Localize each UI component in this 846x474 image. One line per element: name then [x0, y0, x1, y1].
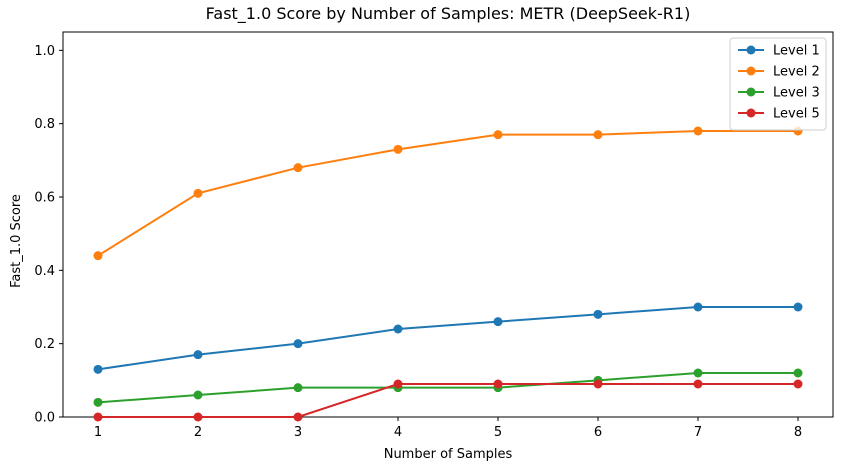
data-point	[493, 317, 503, 327]
legend-item: Level 3	[738, 86, 820, 101]
data-point	[293, 383, 303, 393]
data-point	[593, 130, 603, 140]
data-point	[293, 339, 303, 349]
data-point	[693, 379, 703, 389]
legend-item: Level 1	[738, 44, 820, 59]
legend-item: Level 2	[738, 65, 820, 80]
y-tick-label: 0.2	[34, 337, 55, 352]
data-point	[193, 188, 203, 198]
data-point	[393, 379, 403, 389]
x-axis-label: Number of Samples	[384, 447, 513, 462]
y-tick-label: 1.0	[34, 44, 55, 59]
data-point	[693, 126, 703, 136]
y-axis-label: Fast_1.0 Score	[9, 194, 24, 288]
data-point	[93, 397, 103, 407]
legend-label: Level 2	[773, 65, 820, 80]
x-tick-label: 7	[694, 425, 702, 440]
x-axis: 1 2 3 4 5 6 7 8	[94, 417, 802, 440]
data-point	[393, 324, 403, 334]
data-point	[593, 379, 603, 389]
legend-marker	[746, 45, 756, 55]
y-tick-label: 0.0	[34, 411, 55, 426]
legend-marker	[746, 108, 756, 118]
legend: Level 1 Level 2 Level 3 Level 5	[729, 37, 827, 131]
series-line	[97, 130, 798, 257]
x-tick-label: 8	[794, 425, 802, 440]
data-point	[693, 368, 703, 378]
legend-box	[729, 37, 827, 131]
x-tick-label: 6	[594, 425, 602, 440]
data-point	[493, 130, 503, 140]
series-level-5	[93, 379, 803, 422]
x-tick-label: 5	[494, 425, 502, 440]
data-point	[293, 163, 303, 173]
y-tick-label: 0.4	[34, 264, 55, 279]
legend-label: Level 3	[773, 86, 820, 101]
series-level-1	[93, 302, 803, 374]
x-tick-label: 1	[94, 425, 102, 440]
x-tick-label: 2	[194, 425, 202, 440]
x-tick-label: 4	[394, 425, 402, 440]
x-tick-label: 3	[294, 425, 302, 440]
data-point	[793, 368, 803, 378]
data-point	[793, 302, 803, 312]
data-point	[393, 144, 403, 154]
y-tick-label: 0.8	[34, 117, 55, 132]
legend-label: Level 5	[773, 107, 820, 122]
legend-item: Level 5	[738, 107, 820, 122]
series-line	[97, 306, 798, 371]
data-point	[193, 350, 203, 360]
data-point	[493, 379, 503, 389]
data-point	[93, 364, 103, 374]
data-point	[93, 251, 103, 261]
data-point	[193, 390, 203, 400]
plot-area	[62, 31, 834, 418]
series-level-2	[93, 126, 803, 261]
data-point	[93, 412, 103, 422]
chart-title: Fast_1.0 Score by Number of Samples: MET…	[206, 4, 691, 24]
legend-marker	[746, 66, 756, 76]
data-point	[693, 302, 703, 312]
series-line	[97, 372, 798, 404]
y-axis: 0.0 0.2 0.4 0.6 0.8 1.0	[34, 44, 63, 426]
data-point	[593, 309, 603, 319]
data-point	[193, 412, 203, 422]
legend-marker	[746, 87, 756, 97]
y-tick-label: 0.6	[34, 191, 55, 206]
series-line	[98, 383, 798, 418]
data-point	[293, 412, 303, 422]
data-point	[793, 379, 803, 389]
legend-label: Level 1	[773, 44, 820, 59]
series-layer	[93, 126, 803, 422]
